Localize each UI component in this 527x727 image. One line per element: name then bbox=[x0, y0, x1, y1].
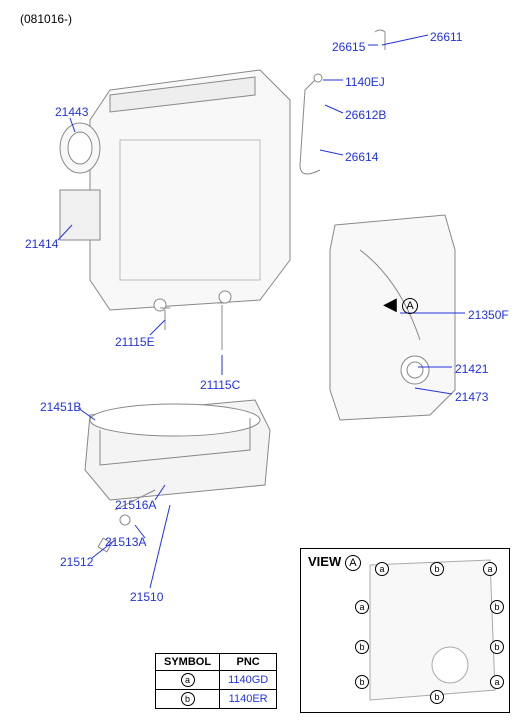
view-symbol-a-icon: a bbox=[490, 675, 504, 689]
table-row: b 1140ER bbox=[156, 690, 277, 709]
part-callout-1140EJ[interactable]: 1140EJ bbox=[345, 75, 385, 89]
pnc-link[interactable]: 1140GD bbox=[220, 671, 277, 690]
view-pointer-arrow: ◀ bbox=[383, 294, 397, 315]
table-row: a 1140GD bbox=[156, 671, 277, 690]
part-callout-21451B[interactable]: 21451B bbox=[40, 400, 81, 414]
table-header-symbol: SYMBOL bbox=[156, 654, 220, 671]
pnc-link[interactable]: 1140ER bbox=[220, 690, 277, 709]
view-symbol-b-icon: b bbox=[355, 675, 369, 689]
view-symbol-a-icon: a bbox=[355, 600, 369, 614]
view-title-text: VIEW bbox=[308, 554, 341, 569]
view-symbol-b-icon: b bbox=[490, 600, 504, 614]
view-symbol-b-icon: b bbox=[430, 690, 444, 704]
part-callout-21510[interactable]: 21510 bbox=[130, 590, 163, 604]
part-callout-21115E[interactable]: 21115E bbox=[115, 335, 155, 349]
detail-view-box bbox=[300, 548, 510, 713]
symbol-pnc-table: SYMBOL PNC a 1140GD b 1140ER bbox=[155, 653, 277, 709]
part-callout-26615[interactable]: 26615 bbox=[332, 40, 365, 54]
view-title-letter: A bbox=[345, 555, 361, 571]
view-symbol-a-icon: a bbox=[483, 562, 497, 576]
part-callout-26611[interactable]: 26611 bbox=[430, 30, 462, 44]
table-header-pnc: PNC bbox=[220, 654, 277, 671]
part-callout-26614[interactable]: 26614 bbox=[345, 150, 378, 164]
view-symbol-b-icon: b bbox=[490, 640, 504, 654]
symbol-b-icon: b bbox=[181, 692, 195, 706]
symbol-a-icon: a bbox=[181, 673, 195, 687]
part-callout-21350F[interactable]: 21350F bbox=[468, 308, 509, 322]
part-callout-21414[interactable]: 21414 bbox=[25, 237, 58, 251]
view-symbol-b-icon: b bbox=[430, 562, 444, 576]
part-callout-21516A[interactable]: 21516A bbox=[115, 498, 156, 512]
part-callout-26612B[interactable]: 26612B bbox=[345, 108, 386, 122]
part-callout-21473[interactable]: 21473 bbox=[455, 390, 488, 404]
view-symbol-b-icon: b bbox=[355, 640, 369, 654]
view-pointer-letter: A bbox=[402, 298, 418, 314]
part-callout-21513A[interactable]: 21513A bbox=[105, 535, 146, 549]
part-callout-21421[interactable]: 21421 bbox=[455, 362, 488, 376]
part-callout-21115C[interactable]: 21115C bbox=[200, 378, 240, 392]
detail-view-title: VIEW A bbox=[308, 554, 361, 571]
view-symbol-a-icon: a bbox=[375, 562, 389, 576]
part-callout-21512[interactable]: 21512 bbox=[60, 555, 93, 569]
part-callout-21443[interactable]: 21443 bbox=[55, 105, 88, 119]
